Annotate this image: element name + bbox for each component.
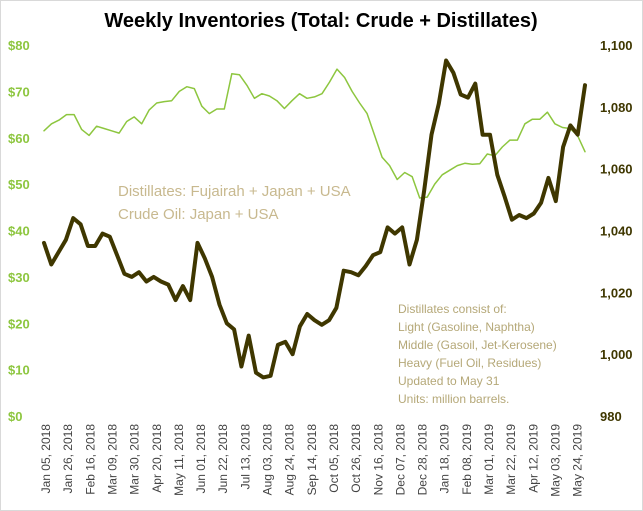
x-tick-label: Feb 16, 2018 <box>83 424 97 495</box>
left-tick-label: $70 <box>8 84 30 99</box>
x-tick-label: Aug 24, 2018 <box>283 424 297 496</box>
legend-crude: Crude Oil: Japan + USA <box>118 206 279 223</box>
x-tick-label: Mar 09, 2018 <box>105 424 119 495</box>
left-tick-label: $0 <box>8 409 22 424</box>
note-line: Light (Gasoline, Naphtha) <box>398 320 535 334</box>
series-layer <box>42 58 587 380</box>
x-tick-label: Feb 08, 2019 <box>460 424 474 495</box>
x-tick-label: Jun 01, 2018 <box>194 424 208 494</box>
x-tick-label: Oct 26, 2018 <box>349 424 363 493</box>
right-tick-label: 1,060 <box>600 162 633 177</box>
right-tick-label: 1,100 <box>600 38 633 53</box>
notes-block: Distillates consist of: Light (Gasoline,… <box>398 302 557 406</box>
note-line: Middle (Gasoil, Jet-Kerosene) <box>398 338 557 352</box>
x-tick-label: May 03, 2019 <box>548 424 562 497</box>
x-tick-label: Jan 26, 2018 <box>61 424 75 494</box>
left-axis: $0 $10 $20 $30 $40 $50 $60 $70 $80 <box>8 38 30 424</box>
left-tick-label: $50 <box>8 177 30 192</box>
x-tick-label: Mar 22, 2019 <box>504 424 518 495</box>
x-tick-label: Apr 12, 2019 <box>526 424 540 493</box>
legend-distillates: Distillates: Fujairah + Japan + USA <box>118 183 351 200</box>
x-tick-label: Aug 03, 2018 <box>261 424 275 496</box>
note-line: Distillates consist of: <box>398 302 507 316</box>
left-tick-label: $20 <box>8 316 30 331</box>
right-tick-label: 1,040 <box>600 224 633 239</box>
x-tick-label: Sep 14, 2018 <box>305 424 319 496</box>
x-axis: Jan 05, 2018 Jan 26, 2018 Feb 16, 2018 Mar … <box>39 424 585 497</box>
right-tick-label: 1,080 <box>600 100 633 115</box>
x-tick-label: Apr 20, 2018 <box>150 424 164 493</box>
left-tick-label: $40 <box>8 224 30 239</box>
x-tick-label: Mar 01, 2019 <box>482 424 496 495</box>
x-tick-label: May 24, 2019 <box>571 424 585 497</box>
left-tick-label: $80 <box>8 38 30 53</box>
x-tick-label: Jan 18, 2019 <box>438 424 452 494</box>
x-tick-label: Jan 05, 2018 <box>39 424 53 494</box>
left-tick-label: $10 <box>8 363 30 378</box>
right-tick-label: 1,020 <box>600 285 633 300</box>
chart-title: Weekly Inventories (Total: Crude + Disti… <box>104 10 537 32</box>
x-tick-label: Oct 05, 2018 <box>327 424 341 493</box>
right-axis: 980 1,000 1,020 1,040 1,060 1,080 1,100 <box>600 38 633 424</box>
note-line: Units: million barrels. <box>398 392 509 406</box>
x-tick-label: Jul 13, 2018 <box>238 424 252 490</box>
x-tick-label: Nov 16, 2018 <box>371 424 385 496</box>
x-tick-label: Jun 22, 2018 <box>216 424 230 494</box>
x-tick-label: Dec 07, 2018 <box>393 424 407 496</box>
x-tick-label: May 11, 2018 <box>172 424 186 496</box>
right-tick-label: 1,000 <box>600 347 633 362</box>
note-line: Updated to May 31 <box>398 374 500 388</box>
distillates-series-line <box>43 68 586 199</box>
x-tick-label: Mar 30, 2018 <box>128 424 142 495</box>
left-tick-label: $30 <box>8 270 30 285</box>
x-tick-label: Dec 28, 2018 <box>416 424 430 496</box>
left-tick-label: $60 <box>8 131 30 146</box>
note-line: Heavy (Fuel Oil, Residues) <box>398 356 541 370</box>
right-tick-label: 980 <box>600 409 622 424</box>
crude-series-line <box>42 58 587 380</box>
